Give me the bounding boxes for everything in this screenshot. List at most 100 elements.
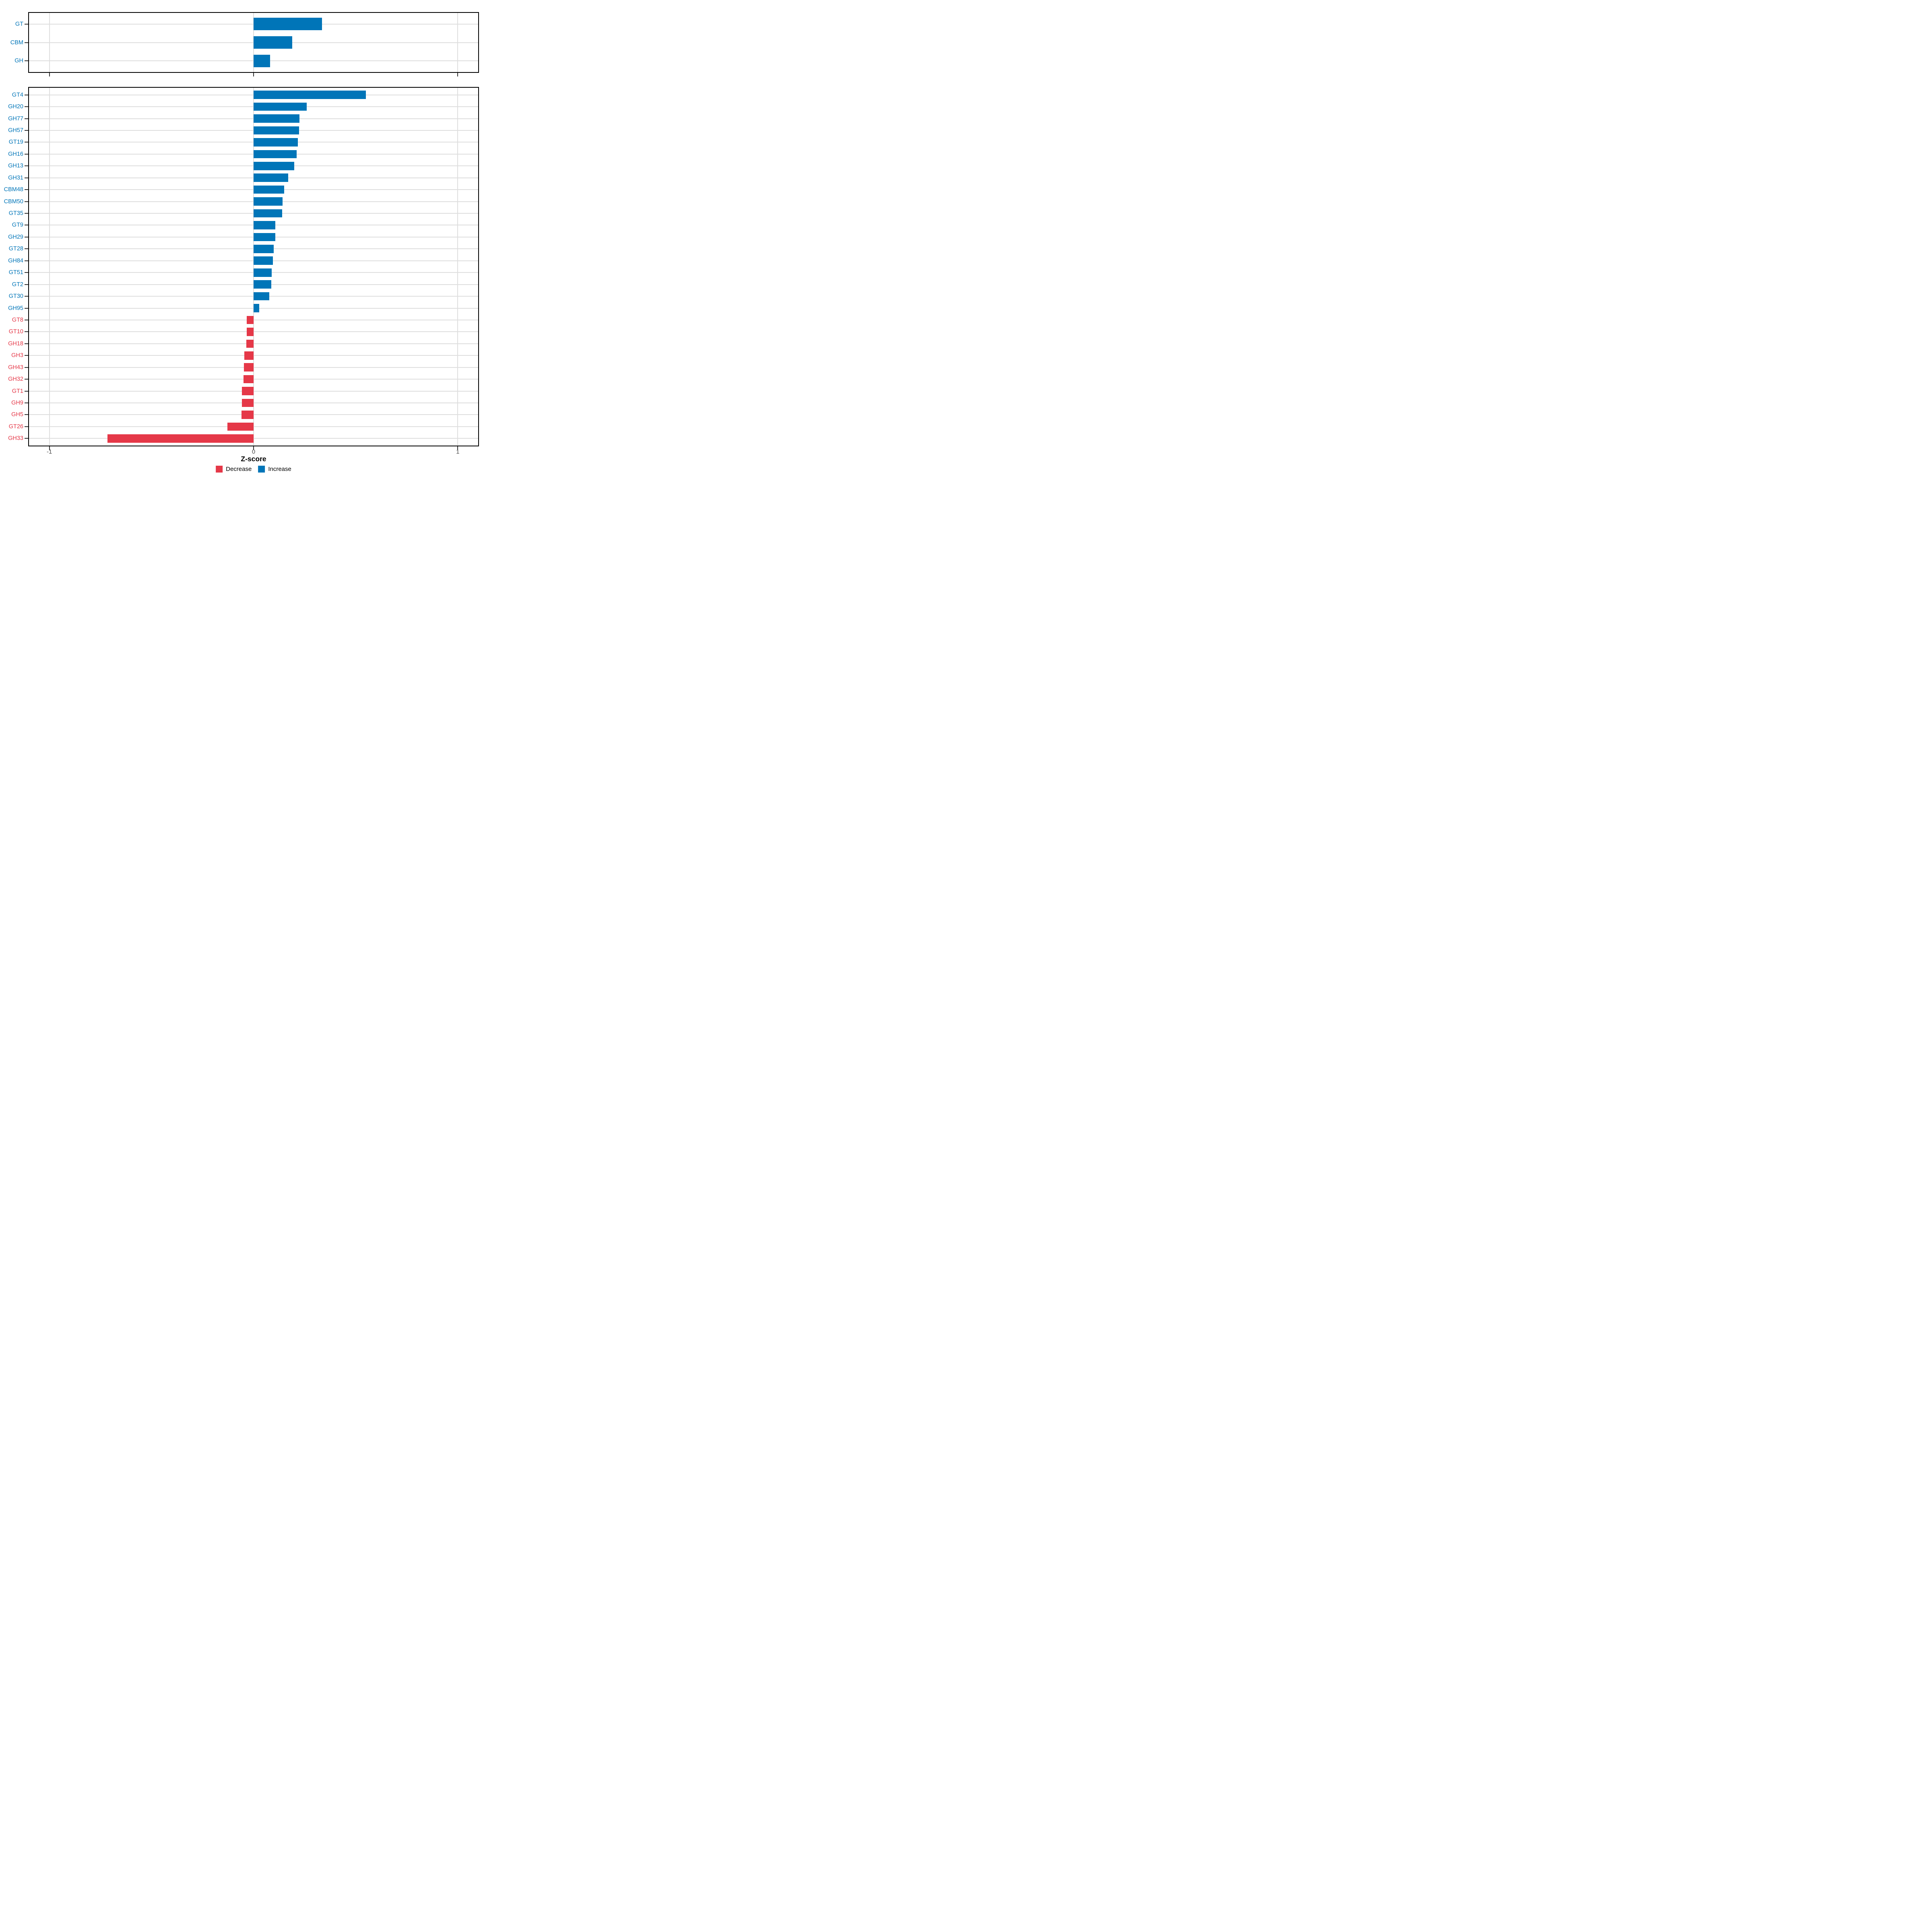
horizontal-gridline-GH33: [29, 438, 478, 439]
horizontal-gridline-GH5: [29, 414, 478, 415]
y-tick-mark-GH16: [25, 153, 28, 155]
x-axis-tick-label-1: 1: [456, 448, 460, 455]
y-tick-mark-GT51: [25, 272, 28, 273]
bar-GH16: [254, 150, 297, 159]
y-axis-label-GT2: GT2: [12, 281, 23, 288]
bar-GT19: [254, 138, 298, 147]
y-tick-mark-CBM50: [25, 201, 28, 202]
y-axis-label-GH5: GH5: [11, 411, 23, 418]
bar-GH95: [254, 304, 259, 312]
horizontal-gridline-GT26: [29, 426, 478, 427]
horizontal-gridline-GH9: [29, 402, 478, 404]
x-axis-title: Z-score: [241, 455, 266, 463]
bar-GT51: [254, 268, 272, 277]
y-tick-mark-GH33: [25, 438, 28, 439]
y-axis-label-GT9: GT9: [12, 222, 23, 229]
y-tick-mark-GH77: [25, 118, 28, 119]
vertical-gridline-x0: [253, 88, 254, 446]
legend-swatch-decrease: [216, 466, 223, 473]
horizontal-gridline-GT10: [29, 331, 478, 332]
legend-label-increase: Increase: [268, 466, 291, 473]
y-axis-label-GH20: GH20: [8, 103, 23, 110]
legend: Decrease Increase: [216, 466, 291, 473]
x-axis-tick-label-0: 0: [252, 448, 256, 455]
y-axis-label-GT1: GT1: [12, 388, 23, 394]
bar-GH29: [254, 233, 275, 242]
y-axis-label-GH77: GH77: [8, 115, 23, 122]
y-axis-label-GT28: GT28: [8, 246, 23, 252]
y-tick-mark-GT2: [25, 284, 28, 285]
bar-CBM50: [254, 197, 283, 206]
bar-CBM: [254, 36, 293, 49]
bar-GH9: [242, 398, 254, 407]
bar-GH57: [254, 126, 299, 135]
y-axis-label-CBM: CBM: [10, 39, 23, 46]
y-tick-mark-GT30: [25, 296, 28, 297]
legend-item-increase: Increase: [258, 466, 291, 473]
x-tick-mark--1: [49, 446, 50, 450]
y-axis-label-GH9: GH9: [11, 400, 23, 407]
y-axis-label-GH32: GH32: [8, 376, 23, 383]
x-tick-mark-0: [253, 73, 254, 76]
legend-item-decrease: Decrease: [216, 466, 252, 473]
bar-GH5: [242, 411, 254, 419]
y-axis-label-GT51: GT51: [8, 269, 23, 276]
y-axis-label-GT8: GT8: [12, 316, 23, 323]
horizontal-gridline-GH18: [29, 343, 478, 344]
y-tick-mark-GH3: [25, 355, 28, 356]
y-tick-mark-GH18: [25, 343, 28, 344]
y-tick-mark-GH84: [25, 260, 28, 261]
bar-GT26: [227, 422, 254, 431]
y-tick-mark-GT: [25, 23, 28, 25]
y-axis-label-CBM48: CBM48: [4, 186, 23, 193]
y-tick-mark-CBM48: [25, 189, 28, 190]
y-axis-label-GT35: GT35: [8, 210, 23, 217]
bar-GH3: [244, 351, 254, 360]
y-tick-mark-GH32: [25, 379, 28, 380]
y-axis-label-CBM50: CBM50: [4, 198, 23, 205]
y-axis-label-GT10: GT10: [8, 328, 23, 335]
bar-GH31: [254, 173, 289, 182]
legend-swatch-increase: [258, 466, 265, 473]
cazyme-zscore-figure: GT CBM GH GT4 GH20 GH77 GH57 GT19 GH16 GH13 GH31 C…: [0, 0, 483, 483]
bar-CBM48: [254, 185, 285, 194]
bar-GT35: [254, 209, 283, 218]
y-tick-mark-GH43: [25, 367, 28, 368]
x-tick-mark-0: [253, 446, 254, 450]
bar-GT28: [254, 245, 274, 253]
horizontal-gridline-GH3: [29, 355, 478, 356]
bar-GH77: [254, 114, 300, 123]
x-tick-mark-1: [457, 73, 458, 76]
y-tick-mark-GH13: [25, 165, 28, 167]
bar-GT2: [254, 280, 272, 289]
y-axis-label-GT19: GT19: [8, 139, 23, 146]
y-axis-label-GT26: GT26: [8, 423, 23, 430]
panel-class-level: GT CBM GH: [10, 12, 479, 76]
bar-GT1: [242, 387, 254, 395]
y-tick-mark-GT28: [25, 248, 28, 250]
bar-GT: [254, 17, 322, 31]
y-tick-mark-GH9: [25, 402, 28, 404]
y-tick-mark-CBM: [25, 42, 28, 43]
vertical-gridline-x-1: [49, 88, 50, 446]
y-axis-label-GH33: GH33: [8, 435, 23, 442]
bar-GH43: [244, 363, 254, 372]
horizontal-gridline-GT1: [29, 390, 478, 392]
y-axis-label-GH18: GH18: [8, 340, 23, 347]
bar-GH: [254, 54, 270, 68]
horizontal-gridline-GH43: [29, 367, 478, 368]
y-axis-label-GH13: GH13: [8, 163, 23, 169]
bar-GT8: [247, 316, 254, 324]
bar-GH32: [244, 375, 254, 384]
legend-label-decrease: Decrease: [226, 466, 252, 473]
bar-GT30: [254, 292, 270, 301]
y-axis-label-GH43: GH43: [8, 364, 23, 371]
x-tick-mark-1: [457, 446, 458, 450]
y-tick-mark-GT26: [25, 426, 28, 427]
y-tick-mark-GT1: [25, 390, 28, 392]
bar-GH20: [254, 102, 307, 111]
y-axis-label-GH57: GH57: [8, 127, 23, 134]
y-tick-mark-GT10: [25, 331, 28, 332]
y-tick-mark-GH57: [25, 130, 28, 131]
y-tick-mark-GH: [25, 60, 28, 62]
